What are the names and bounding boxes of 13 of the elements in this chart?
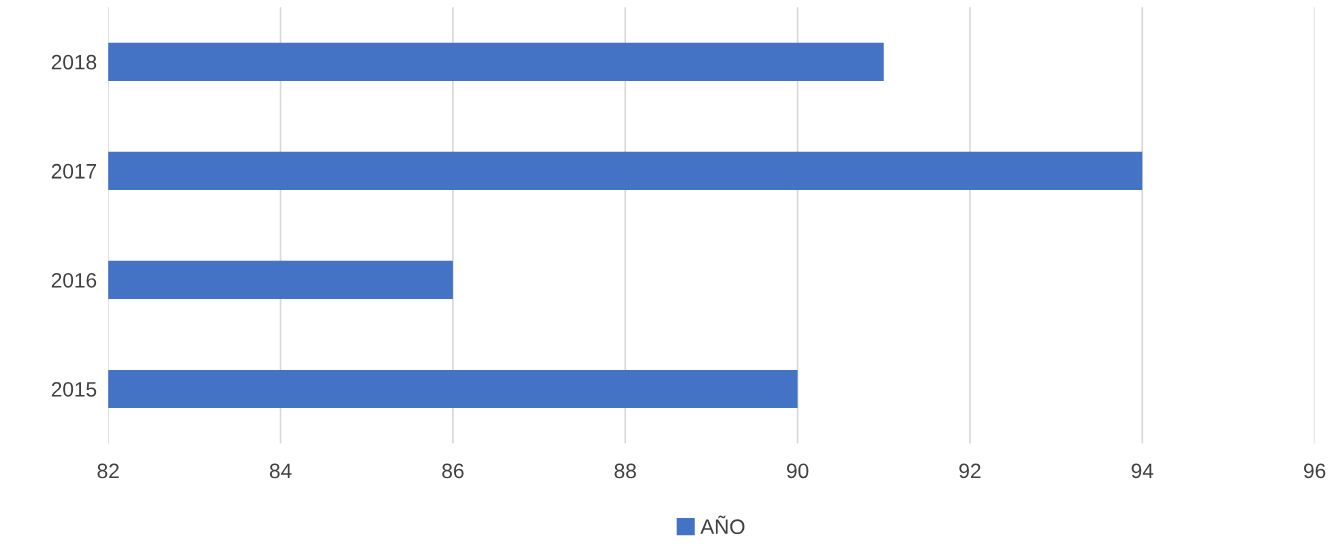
- x-tick-label: 90: [786, 463, 809, 479]
- y-tick-label: 2016: [51, 272, 97, 288]
- x-tick-label: 96: [1304, 463, 1326, 479]
- x-tick-label: 86: [442, 463, 464, 479]
- y-tick-label: 2018: [51, 54, 97, 70]
- x-tick-label: 82: [97, 463, 119, 479]
- y-tick-label: 2017: [51, 163, 97, 179]
- legend-label: AÑO: [700, 515, 745, 535]
- x-tick-label: 94: [1131, 463, 1154, 479]
- x-tick-label: 84: [269, 463, 292, 479]
- x-tick-label: 88: [614, 463, 636, 479]
- x-tick-label: 92: [959, 463, 981, 479]
- y-tick-label: 2015: [51, 381, 97, 397]
